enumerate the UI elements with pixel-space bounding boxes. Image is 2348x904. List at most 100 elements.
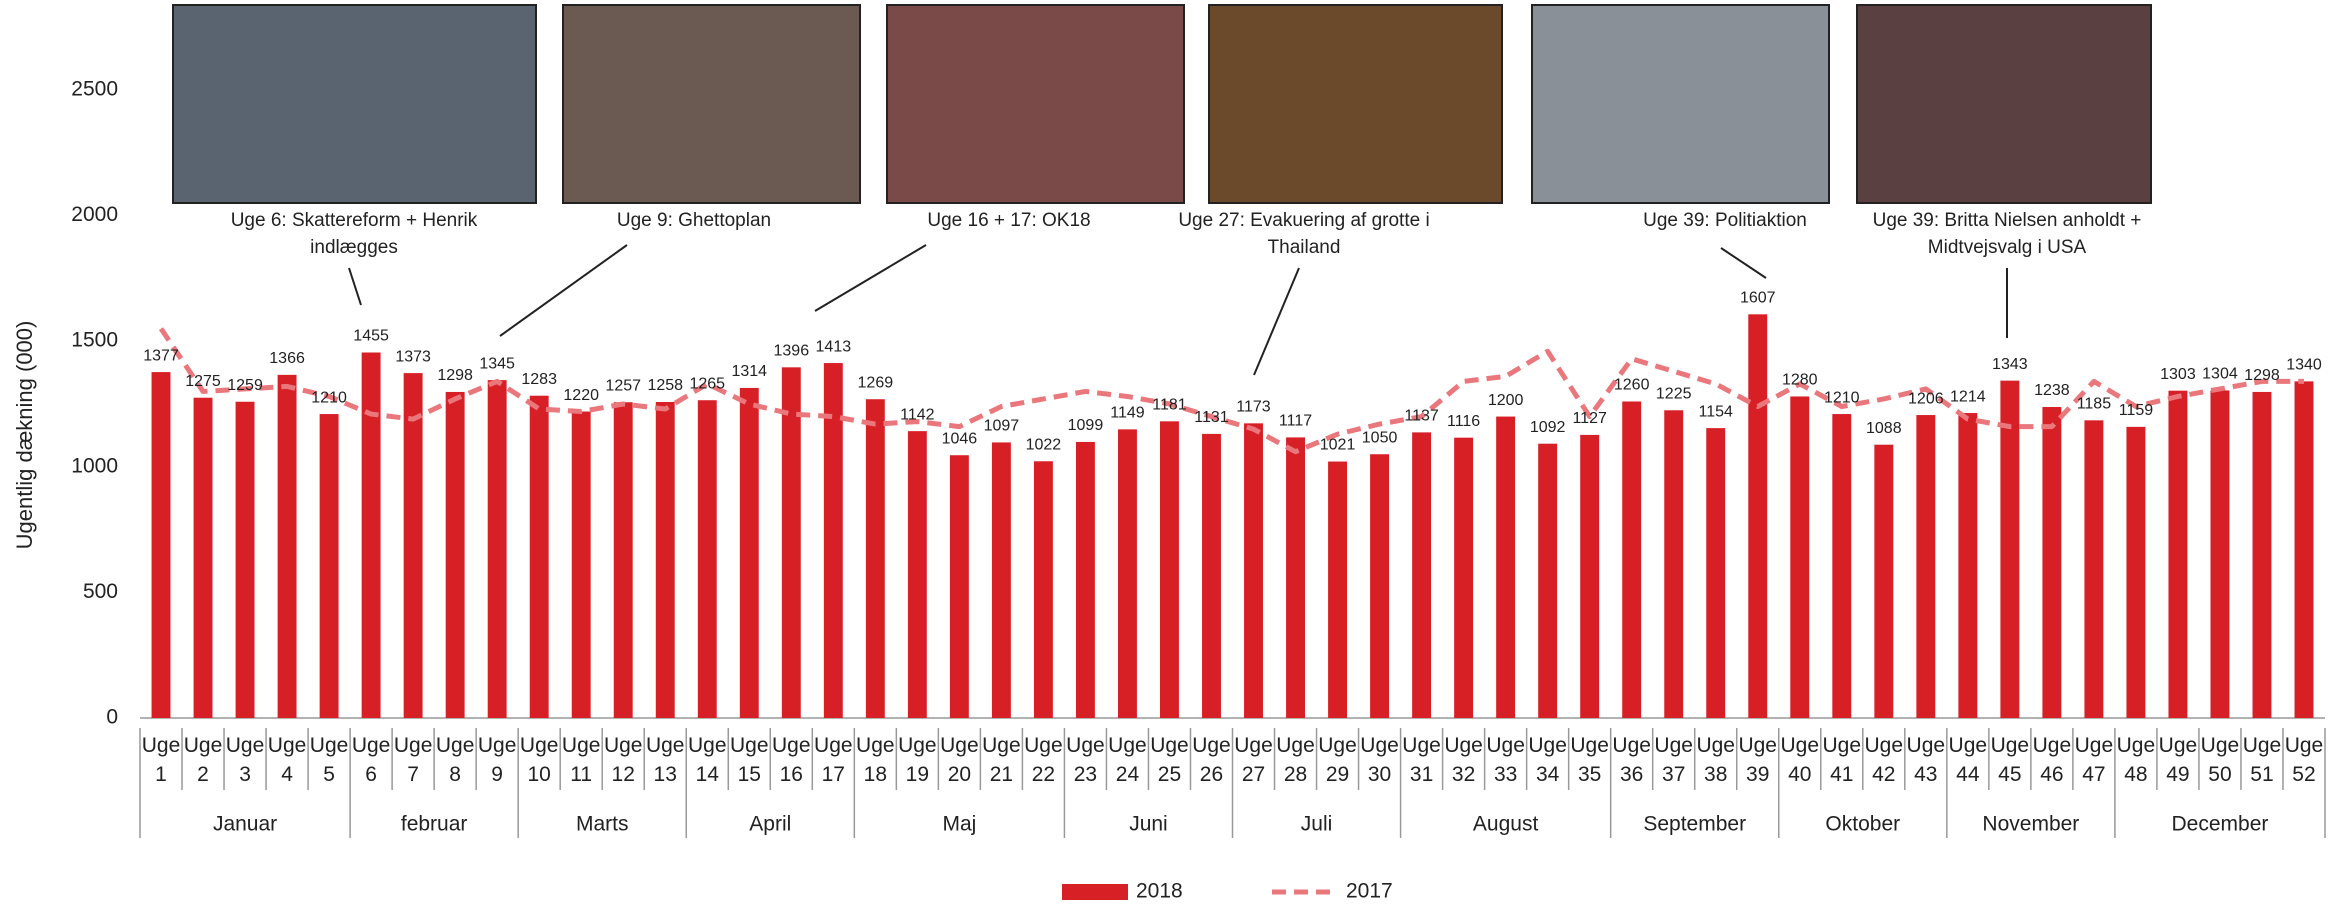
x-tick-label: Uge 9 (476, 731, 518, 789)
bar (1874, 445, 1893, 718)
bar (1664, 410, 1683, 718)
x-tick-label: Uge 32 (1443, 731, 1485, 789)
y-tick-label: 2500 (71, 78, 118, 101)
x-tick-label: Uge 7 (392, 731, 434, 789)
bar (404, 373, 423, 718)
bar (992, 442, 1011, 718)
x-tick-label: Uge 46 (2031, 731, 2073, 789)
x-tick-label: Uge 25 (1148, 731, 1190, 789)
x-tick-label: Uge 49 (2157, 731, 2199, 789)
bar (2210, 390, 2229, 718)
x-tick-label: Uge 47 (2073, 731, 2115, 789)
x-tick-label: Uge 31 (1401, 731, 1443, 789)
data-label: 1131 (1194, 409, 1229, 426)
data-label: 1298 (437, 367, 473, 384)
x-tick-label: Uge 11 (560, 731, 602, 789)
bar (1034, 461, 1053, 718)
bar (1076, 442, 1095, 718)
bar (614, 402, 633, 718)
data-label: 1259 (227, 377, 263, 394)
month-label: November (1982, 813, 2079, 836)
annotation: Uge 27: Evakuering af grotte i (1178, 210, 1429, 231)
bar (1538, 444, 1557, 718)
x-tick-label: Uge 19 (896, 731, 938, 789)
bar (320, 414, 339, 718)
x-tick-label: Uge 23 (1064, 731, 1106, 789)
month-label: April (749, 813, 791, 836)
bar (278, 375, 297, 718)
data-label: 1314 (731, 363, 767, 380)
legend-label: 2018 (1136, 880, 1183, 903)
x-tick-label: Uge 2 (182, 731, 224, 789)
data-label: 1238 (2034, 382, 2070, 399)
page: Ugentlig dækning (000) 05001000150020002… (0, 0, 2348, 904)
data-label: 1142 (900, 406, 935, 423)
x-tick-label: Uge 29 (1317, 731, 1359, 789)
data-label: 1099 (1068, 417, 1104, 434)
data-label: 1154 (1699, 403, 1734, 420)
photo (1857, 5, 2151, 203)
photo (1209, 5, 1502, 203)
data-label: 1413 (816, 338, 852, 355)
data-label: 1116 (1447, 413, 1480, 430)
bar (2126, 427, 2145, 718)
data-label: 1117 (1279, 413, 1312, 430)
data-label: 1455 (353, 328, 389, 345)
x-tick-label: Uge 22 (1022, 731, 1064, 789)
annotation: Uge 9: Ghettoplan (617, 210, 771, 231)
photo (887, 5, 1184, 203)
data-label: 1097 (984, 418, 1020, 435)
x-tick-label: Uge 14 (686, 731, 728, 789)
data-label: 1127 (1572, 410, 1607, 427)
data-label: 1265 (689, 375, 725, 392)
bar (740, 388, 759, 718)
y-tick-label: 500 (83, 580, 118, 603)
bar (2042, 407, 2061, 718)
bar (1790, 396, 1809, 718)
data-label: 1269 (858, 374, 894, 391)
x-tick-label: Uge 15 (728, 731, 770, 789)
bar (2084, 420, 2103, 718)
y-tick-label: 1500 (71, 329, 118, 352)
x-tick-label: Uge 21 (980, 731, 1022, 789)
x-tick-label: Uge 48 (2115, 731, 2157, 789)
data-label: 1088 (1866, 420, 1902, 437)
data-label: 1340 (2286, 357, 2322, 374)
data-label: 1258 (647, 377, 683, 394)
bar (2168, 391, 2187, 718)
x-tick-label: Uge 35 (1569, 731, 1611, 789)
x-tick-label: Uge 51 (2241, 731, 2283, 789)
data-label: 1298 (2244, 367, 2280, 384)
bar (2000, 381, 2019, 718)
bar (782, 367, 801, 718)
bar (1412, 432, 1431, 718)
bar (530, 396, 549, 718)
data-label: 1377 (143, 347, 179, 364)
bar (698, 400, 717, 718)
data-label: 1280 (1782, 372, 1818, 389)
x-tick-label: Uge 34 (1527, 731, 1569, 789)
data-label: 1345 (479, 355, 515, 372)
data-label: 1257 (605, 377, 641, 394)
annotation: indlægges (310, 237, 398, 258)
annotation-leader (815, 245, 926, 311)
data-label: 1050 (1362, 429, 1398, 446)
data-label: 1220 (563, 387, 599, 404)
data-label: 1159 (2119, 402, 2154, 419)
bar (1286, 437, 1305, 718)
month-label: Oktober (1825, 813, 1900, 836)
data-label: 1275 (185, 373, 221, 390)
bar (1160, 421, 1179, 718)
x-tick-label: Uge 5 (308, 731, 350, 789)
bar (2295, 381, 2314, 718)
annotation-leader (1721, 248, 1766, 278)
data-label: 1021 (1320, 437, 1356, 454)
bar (1202, 434, 1221, 718)
data-label: 1343 (1992, 356, 2028, 373)
x-tick-label: Uge 10 (518, 731, 560, 789)
y-axis-title: Ugentlig dækning (000) (12, 321, 37, 550)
bar (1328, 462, 1347, 718)
bar (1622, 401, 1641, 718)
data-label: 1181 (1152, 397, 1187, 414)
bar (194, 398, 213, 718)
